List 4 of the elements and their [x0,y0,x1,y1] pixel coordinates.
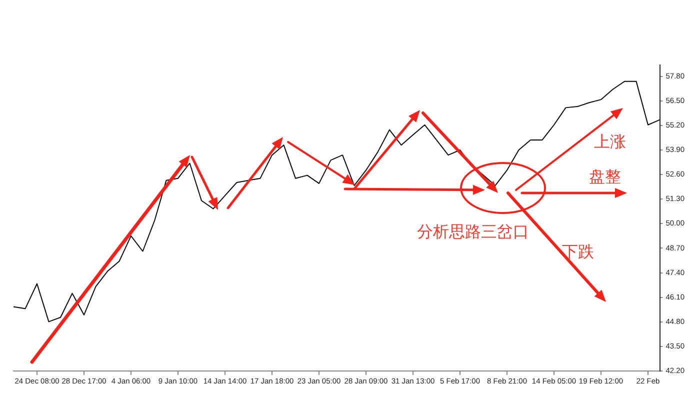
annotation: 下跌 [562,242,594,262]
annotation: 盘整 [589,167,621,186]
annotation: 分析思路三岔口 [417,222,529,242]
annotation: 上涨 [594,132,626,152]
